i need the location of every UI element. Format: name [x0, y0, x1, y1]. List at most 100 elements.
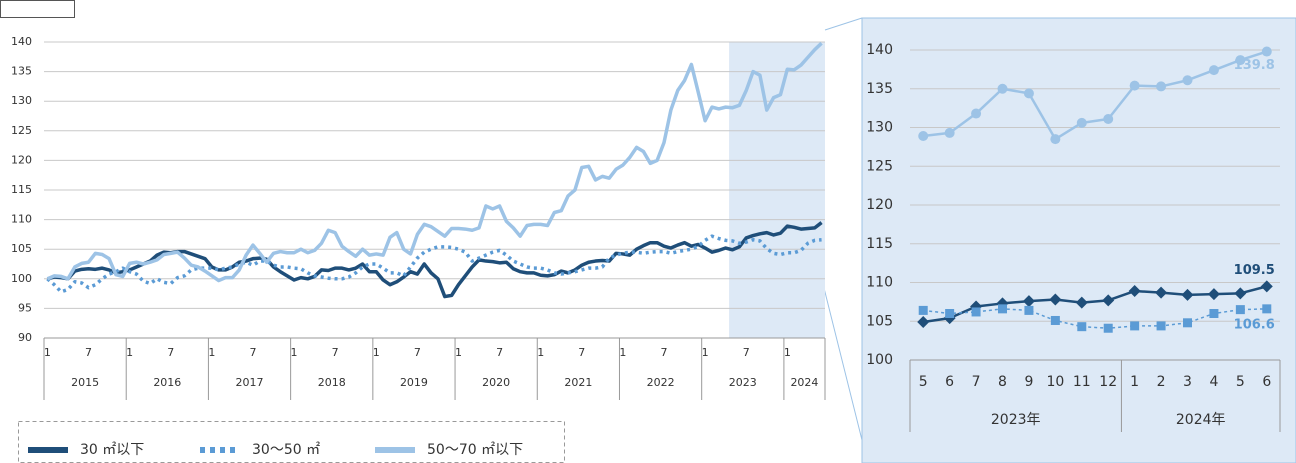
- legend-box: [18, 421, 565, 463]
- marker: [998, 304, 1007, 314]
- value-label: 109.5: [1234, 263, 1275, 278]
- x-tick-label: 8: [998, 374, 1007, 390]
- marker: [1207, 288, 1220, 301]
- series-line: [46, 234, 822, 294]
- x-tick-label: 1: [126, 346, 133, 359]
- x-tick-label: 9: [1024, 374, 1033, 390]
- marker: [1260, 280, 1273, 293]
- marker: [1102, 294, 1115, 307]
- x-tick-label: 7: [167, 346, 174, 359]
- y-tick-label: 100: [11, 272, 32, 285]
- x-group-label: 2024年: [1176, 412, 1226, 428]
- marker: [1076, 117, 1087, 128]
- x-tick-label: 6: [1262, 374, 1271, 390]
- marker: [1183, 318, 1192, 328]
- y-tick-label: 105: [866, 313, 893, 329]
- y-tick-label: 100: [866, 352, 893, 368]
- x-tick-label: 1: [455, 346, 462, 359]
- marker: [1050, 134, 1061, 145]
- marker: [1024, 305, 1034, 315]
- x-tick-label: 7: [661, 346, 668, 359]
- x-tick-label: 12: [1099, 374, 1117, 390]
- marker: [1103, 113, 1114, 124]
- y-tick-label: 140: [11, 35, 32, 48]
- marker: [1182, 75, 1193, 86]
- x-tick-label: 7: [249, 346, 256, 359]
- y-tick-label: 115: [11, 183, 32, 196]
- marker: [1155, 286, 1168, 299]
- marker: [1022, 295, 1035, 308]
- x-group-label: 2023: [729, 376, 757, 389]
- x-tick-label: 1: [619, 346, 626, 359]
- x-group-label: 2017: [236, 376, 264, 389]
- x-tick-label: 7: [972, 374, 981, 390]
- marker: [917, 316, 930, 329]
- x-tick-label: 7: [414, 346, 421, 359]
- x-group-label: 2021: [564, 376, 592, 389]
- x-tick-label: 1: [291, 346, 298, 359]
- x-tick-label: 4: [1209, 374, 1218, 390]
- value-label: 106.6: [1234, 317, 1275, 332]
- marker: [1235, 305, 1245, 315]
- y-tick-label: 120: [866, 197, 893, 213]
- marker: [1023, 88, 1034, 99]
- marker: [1130, 321, 1140, 331]
- legend-label: 50〜70 ㎡以下: [427, 442, 523, 458]
- marker: [1235, 55, 1246, 66]
- x-tick-label: 7: [332, 346, 339, 359]
- x-group-label: 2019: [400, 376, 428, 389]
- y-tick-label: 125: [11, 124, 32, 137]
- legend-label: 30〜50 ㎡: [252, 442, 320, 458]
- marker: [1075, 296, 1088, 309]
- marker: [1261, 46, 1272, 57]
- marker: [1156, 81, 1167, 92]
- x-tick-label: 1: [784, 346, 791, 359]
- marker: [971, 108, 982, 119]
- x-tick-label: 1: [537, 346, 544, 359]
- marker: [971, 307, 981, 317]
- x-group-label: 2015: [71, 376, 99, 389]
- marker: [1128, 285, 1141, 298]
- marker: [997, 83, 1008, 94]
- x-tick-label: 1: [1130, 374, 1139, 390]
- x-group-label: 2023年: [991, 412, 1041, 428]
- x-tick-label: 5: [919, 374, 928, 390]
- x-tick-label: 1: [373, 346, 380, 359]
- x-group-label: 2018: [318, 376, 346, 389]
- x-group-label: 2024: [790, 376, 818, 389]
- x-group-label: 2020: [482, 376, 510, 389]
- x-tick-label: 11: [1073, 374, 1091, 390]
- marker: [1129, 80, 1140, 91]
- y-tick-label: 110: [11, 213, 32, 226]
- y-tick-label: 115: [866, 236, 893, 252]
- series-line: [46, 41, 823, 283]
- x-tick-label: 7: [578, 346, 585, 359]
- x-tick-label: 1: [44, 346, 51, 359]
- x-tick-label: 5: [1236, 374, 1245, 390]
- connector: [824, 17, 863, 31]
- connector: [821, 279, 863, 441]
- marker: [1234, 287, 1247, 300]
- marker: [1050, 315, 1060, 325]
- marker: [1208, 65, 1219, 76]
- x-tick-label: 2: [1157, 374, 1166, 390]
- marker: [1262, 304, 1272, 314]
- y-tick-label: 130: [11, 94, 32, 107]
- x-tick-label: 1: [208, 346, 215, 359]
- marker: [1049, 293, 1062, 306]
- x-group-label: 2016: [153, 376, 181, 389]
- x-tick-label: 1: [702, 346, 709, 359]
- y-tick-label: 120: [11, 153, 32, 166]
- corner-box: [0, 0, 75, 18]
- y-tick-label: 95: [18, 301, 32, 314]
- x-tick-label: 7: [496, 346, 503, 359]
- y-tick-label: 135: [866, 81, 893, 97]
- marker: [918, 131, 929, 142]
- value-label: 139.8: [1234, 58, 1275, 73]
- y-tick-label: 140: [866, 42, 893, 58]
- x-tick-label: 10: [1046, 374, 1064, 390]
- x-group-label: 2022: [647, 376, 675, 389]
- marker: [1103, 323, 1113, 333]
- y-tick-label: 90: [18, 331, 32, 344]
